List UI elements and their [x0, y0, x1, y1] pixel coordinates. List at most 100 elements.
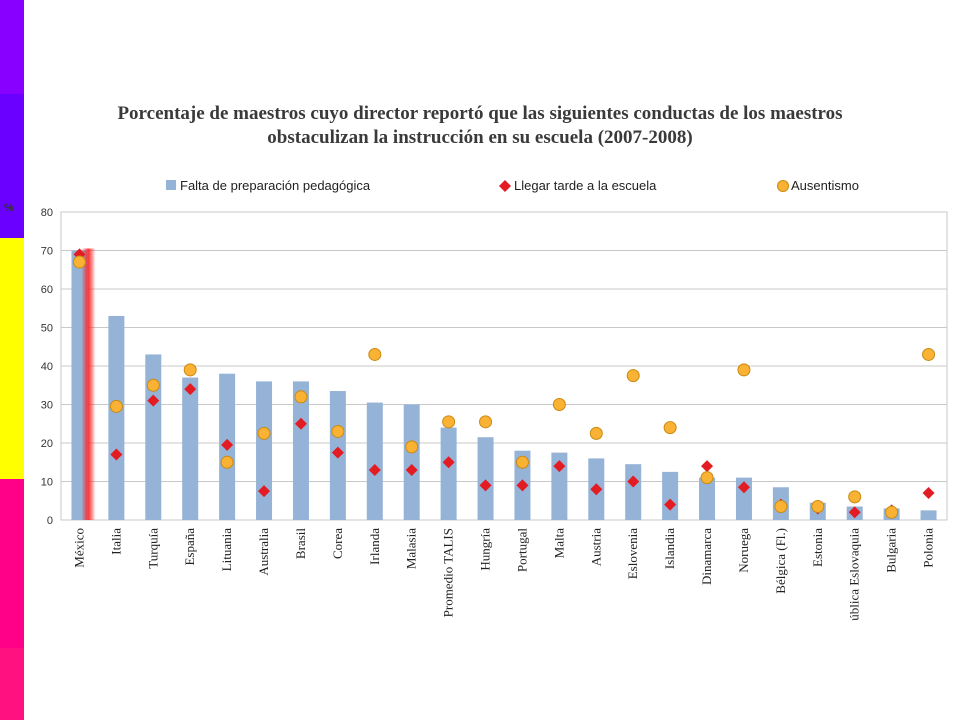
diamond-point: [405, 463, 418, 476]
y-tick-label: 10: [41, 477, 53, 489]
diamond-point: [294, 417, 307, 430]
x-tick-label: Hungría: [478, 528, 493, 571]
bar: [403, 404, 420, 520]
circle-point: [811, 500, 825, 514]
legend-label-circle: Ausentismo: [791, 178, 859, 193]
circle-point: [442, 415, 456, 429]
x-tick-label: México: [71, 528, 86, 568]
circle-point: [626, 369, 640, 383]
circle-point: [72, 255, 86, 269]
diamond-point: [701, 460, 714, 473]
circle-point: [183, 363, 197, 377]
bar: [551, 452, 568, 520]
circle-point: [700, 471, 714, 485]
bar: [108, 315, 125, 520]
circle-point: [479, 415, 493, 429]
x-tick-label: Australia: [256, 528, 271, 576]
diamond-point: [221, 438, 234, 451]
circle-point: [774, 500, 788, 514]
diamond-point: [627, 475, 640, 488]
side-strip-0: [0, 0, 24, 94]
legend-diamond-swatch: [499, 180, 511, 192]
chart-title-line-1: Porcentaje de maestros cuyo director rep…: [117, 103, 843, 124]
x-tick-label: Bulgaria: [884, 528, 899, 573]
legend-label-bar: Falta de preparación pedagógica: [180, 178, 371, 193]
y-tick-label: 80: [41, 207, 53, 219]
side-strip-1: [0, 93, 24, 238]
circle-point: [922, 347, 936, 361]
circle-point: [109, 399, 123, 413]
x-tick-label: Noruega: [736, 528, 751, 573]
diamond-point: [737, 481, 750, 494]
bar: [366, 402, 383, 520]
plot-frame: [60, 211, 948, 521]
bar: [699, 477, 716, 520]
bar: [477, 437, 494, 520]
diamond-point: [368, 463, 381, 476]
diamond-point: [516, 479, 529, 492]
highlight-glow: [81, 248, 96, 520]
circle-point: [515, 455, 529, 469]
diamond-point: [258, 485, 271, 498]
side-strip-4: [0, 648, 24, 720]
y-tick-label: 30: [41, 400, 53, 412]
x-tick-label: Brasil: [293, 528, 308, 559]
circle-point: [589, 426, 603, 440]
y-tick-label: 70: [41, 246, 53, 258]
circle-point: [552, 398, 566, 411]
bar: [440, 427, 457, 520]
diamond-point: [184, 383, 197, 396]
x-tick-label: Dinamarca: [699, 528, 714, 585]
x-tick-label: Promedio TALIS: [441, 528, 456, 617]
circle-point: [331, 424, 345, 438]
diamond-point: [442, 456, 455, 469]
x-tick-label: ública Eslovaquia: [847, 528, 862, 621]
chart-title: Porcentaje de maestros cuyo director rep…: [70, 102, 890, 150]
x-tick-label: Turquía: [145, 528, 160, 569]
circle-point: [737, 363, 751, 377]
diamond-point: [110, 448, 123, 461]
x-tick-label: Malta: [551, 528, 566, 559]
y-tick-label: 20: [41, 438, 53, 450]
x-tick-label: Lituania: [219, 528, 234, 572]
circle-point: [405, 440, 419, 454]
diamond-point: [848, 506, 861, 519]
x-tick-label: Polonia: [921, 528, 936, 568]
bar: [256, 381, 273, 520]
bar: [662, 471, 679, 520]
x-tick-label: Portugal: [514, 528, 529, 572]
x-tick-label: Irlanda: [367, 528, 382, 565]
circle-point: [146, 378, 160, 392]
x-tick-label: Eslovenia: [625, 528, 640, 579]
y-axis-label: %: [4, 202, 14, 214]
bar: [920, 510, 937, 520]
diamond-point: [590, 483, 603, 496]
y-tick-label: 40: [41, 361, 53, 373]
x-tick-label: Bélgica (Fl.): [773, 528, 788, 594]
circle-point: [848, 490, 862, 504]
bar: [292, 381, 309, 520]
legend-circle-swatch: [777, 180, 789, 192]
circle-point: [257, 426, 271, 440]
legend-bar-swatch: [166, 180, 176, 190]
bar: [182, 377, 199, 520]
side-strip-3: [0, 478, 24, 648]
diamond-point: [147, 394, 160, 407]
x-tick-label: Corea: [330, 528, 345, 559]
bar: [625, 464, 642, 520]
x-tick-label: Malasia: [404, 528, 419, 569]
side-strip-2: [0, 237, 24, 479]
chart-title-line-2: obstaculizan la instrucción en su escuel…: [267, 127, 693, 148]
circle-point: [663, 421, 677, 435]
bar: [145, 354, 162, 520]
legend-label-diamond: Llegar tarde a la escuela: [514, 178, 657, 193]
diamond-point: [664, 498, 677, 511]
diamond-point: [331, 446, 344, 459]
circle-point: [368, 347, 382, 361]
y-tick-label: 0: [47, 515, 53, 527]
circle-point: [885, 505, 899, 519]
x-tick-label: Austria: [588, 528, 603, 567]
x-tick-label: Islandia: [662, 528, 677, 569]
circle-point: [294, 390, 308, 404]
